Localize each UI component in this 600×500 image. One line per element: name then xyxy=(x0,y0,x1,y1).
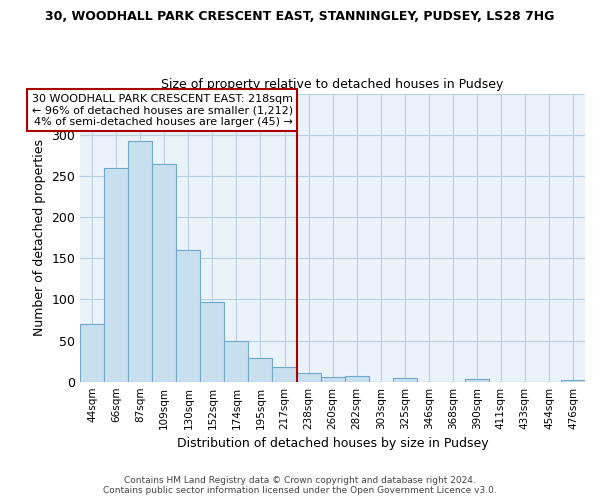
Bar xyxy=(224,342,248,382)
Bar xyxy=(176,250,200,382)
Bar xyxy=(392,378,417,382)
Bar xyxy=(152,164,176,382)
Y-axis label: Number of detached properties: Number of detached properties xyxy=(33,139,46,336)
Bar xyxy=(248,358,272,382)
Title: Size of property relative to detached houses in Pudsey: Size of property relative to detached ho… xyxy=(161,78,504,91)
Bar xyxy=(465,379,489,382)
X-axis label: Distribution of detached houses by size in Pudsey: Distribution of detached houses by size … xyxy=(177,437,488,450)
Bar xyxy=(80,324,104,382)
Bar xyxy=(272,367,296,382)
Bar xyxy=(128,142,152,382)
Text: 30 WOODHALL PARK CRESCENT EAST: 218sqm
← 96% of detached houses are smaller (1,2: 30 WOODHALL PARK CRESCENT EAST: 218sqm ←… xyxy=(32,94,293,127)
Bar xyxy=(296,374,320,382)
Bar xyxy=(200,302,224,382)
Bar xyxy=(320,376,344,382)
Bar xyxy=(344,376,368,382)
Bar xyxy=(104,168,128,382)
Text: Contains HM Land Registry data © Crown copyright and database right 2024.
Contai: Contains HM Land Registry data © Crown c… xyxy=(103,476,497,495)
Bar xyxy=(561,380,585,382)
Text: 30, WOODHALL PARK CRESCENT EAST, STANNINGLEY, PUDSEY, LS28 7HG: 30, WOODHALL PARK CRESCENT EAST, STANNIN… xyxy=(46,10,554,23)
